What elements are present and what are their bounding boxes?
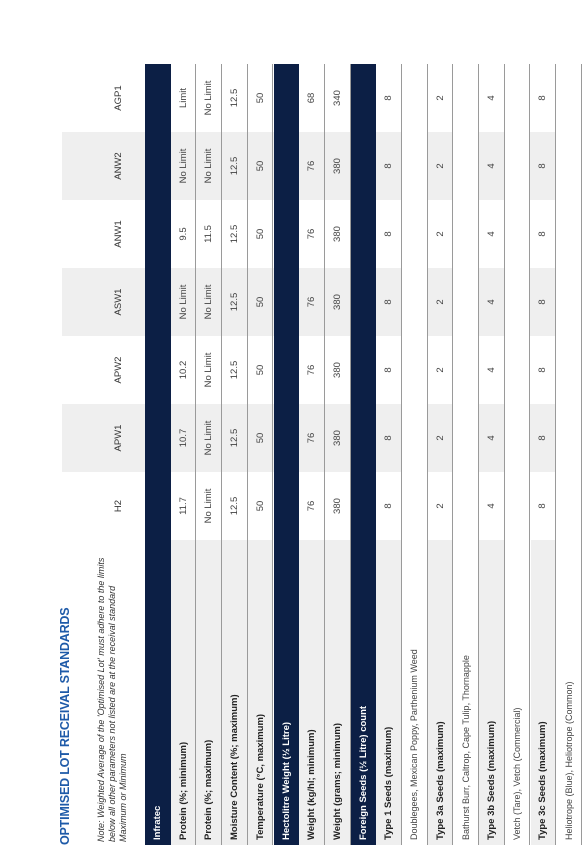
column-header: APW2 — [112, 356, 124, 384]
value-cell: No Limit — [196, 404, 223, 472]
value-cell: 8 — [376, 404, 402, 472]
value-cell: Limit — [170, 64, 197, 132]
column-header: AGP1 — [112, 85, 124, 111]
value-cell: 2 — [427, 472, 454, 540]
value-cell: 50 — [247, 336, 274, 404]
value-cell: No Limit — [196, 336, 223, 404]
value-cell: 4 — [479, 132, 505, 200]
section-header: Hectolitre Weight (½ Litre) — [273, 64, 300, 845]
value-cell: 12.5 — [222, 472, 248, 540]
value-cell: 4 — [479, 268, 505, 336]
value-cell: 76 — [299, 132, 325, 200]
value-cell: 2 — [427, 64, 454, 132]
value-cell: 8 — [530, 336, 557, 404]
column-header: ASW1 — [112, 288, 124, 316]
value-cell: 4 — [479, 64, 505, 132]
row-label: Protein (%; maximum) — [196, 540, 223, 845]
value-cell: 11.5 — [196, 200, 223, 268]
row-label: Weight (grams; minimum) — [324, 540, 351, 845]
value-cell: 8 — [376, 200, 402, 268]
row-label: Type 3b Seeds (maximum) — [479, 540, 505, 845]
value-cell: 11.7 — [170, 472, 197, 540]
value-cell: No Limit — [196, 472, 223, 540]
row-label: Type 1 Seeds (maximum) — [376, 540, 402, 845]
value-cell: 380 — [324, 268, 351, 336]
value-cell: 8 — [530, 472, 557, 540]
section-header: Infratec — [145, 64, 171, 845]
value-cell: 12.5 — [222, 64, 248, 132]
value-cell: 50 — [247, 268, 274, 336]
value-cell: 50 — [247, 472, 274, 540]
value-cell: 50 — [247, 404, 274, 472]
value-cell: 10.7 — [170, 404, 197, 472]
value-cell: 50 — [247, 64, 274, 132]
column-header: ANW1 — [112, 220, 124, 248]
value-cell: 4 — [479, 336, 505, 404]
row-label: Moisture Content (%; maximum) — [222, 540, 248, 845]
section-header: Foreign Seeds (½ Litre) count — [350, 64, 377, 845]
value-cell: 8 — [376, 132, 402, 200]
value-cell: 12.5 — [222, 200, 248, 268]
value-cell: 76 — [299, 336, 325, 404]
value-cell: 4 — [479, 200, 505, 268]
value-cell: 50 — [247, 132, 274, 200]
value-cell: 8 — [530, 200, 557, 268]
value-cell: No Limit — [196, 268, 223, 336]
row-description: Heliotrope (Blue), Heliotrope (Common) — [556, 64, 582, 845]
value-cell: 380 — [324, 336, 351, 404]
value-cell: 9.5 — [170, 200, 197, 268]
value-cell: 12.5 — [222, 336, 248, 404]
value-cell: 8 — [530, 268, 557, 336]
value-cell: 380 — [324, 472, 351, 540]
note: Note: Weighted Average of the 'Optimised… — [96, 557, 128, 842]
row-label: Type 3c Seeds (maximum) — [530, 540, 557, 845]
value-cell: 8 — [530, 132, 557, 200]
row-label: Weight (kg/hl; minimum) — [299, 540, 325, 845]
row-label: Type 3a Seeds (maximum) — [427, 540, 454, 845]
value-cell: 2 — [427, 404, 454, 472]
document-title: OPTIMISED LOT RECEIVAL STANDARDS — [58, 607, 72, 845]
row-description: Doublegees, Mexican Poppy, Parthenium We… — [402, 64, 428, 845]
value-cell: 8 — [530, 64, 557, 132]
value-cell: 340 — [324, 64, 351, 132]
column-header: APW1 — [112, 424, 124, 452]
row-label: Protein (%; minimum) — [170, 540, 197, 845]
value-cell: 76 — [299, 404, 325, 472]
value-cell: 2 — [427, 200, 454, 268]
value-cell: 8 — [376, 472, 402, 540]
value-cell: 10.2 — [170, 336, 197, 404]
value-cell: 2 — [427, 336, 454, 404]
value-cell: 2 — [427, 268, 454, 336]
value-cell: No Limit — [196, 132, 223, 200]
value-cell: 380 — [324, 200, 351, 268]
value-cell: 68 — [299, 64, 325, 132]
value-cell: 380 — [324, 132, 351, 200]
value-cell: No Limit — [170, 132, 197, 200]
value-cell: 12.5 — [222, 132, 248, 200]
value-cell: 380 — [324, 404, 351, 472]
value-cell: 12.5 — [222, 268, 248, 336]
value-cell: 76 — [299, 200, 325, 268]
value-cell: 8 — [376, 336, 402, 404]
column-header: ANW2 — [112, 152, 124, 180]
value-cell: 8 — [376, 268, 402, 336]
value-cell: 4 — [479, 472, 505, 540]
value-cell: 12.5 — [222, 404, 248, 472]
value-cell: 50 — [247, 200, 274, 268]
value-cell: 4 — [479, 404, 505, 472]
row-description: Bathurst Burr, Caltrop, Cape Tulip, Thor… — [453, 64, 480, 845]
value-cell: 8 — [376, 64, 402, 132]
column-header: H2 — [112, 499, 124, 513]
value-cell: 76 — [299, 268, 325, 336]
value-cell: 76 — [299, 472, 325, 540]
value-cell: No Limit — [196, 64, 223, 132]
row-description: Vetch (Tare), Vetch (Commercial) — [504, 64, 531, 845]
value-cell: No Limit — [170, 268, 197, 336]
value-cell: 8 — [530, 404, 557, 472]
row-label: Temperature (°C, maximum) — [247, 540, 274, 845]
value-cell: 2 — [427, 132, 454, 200]
